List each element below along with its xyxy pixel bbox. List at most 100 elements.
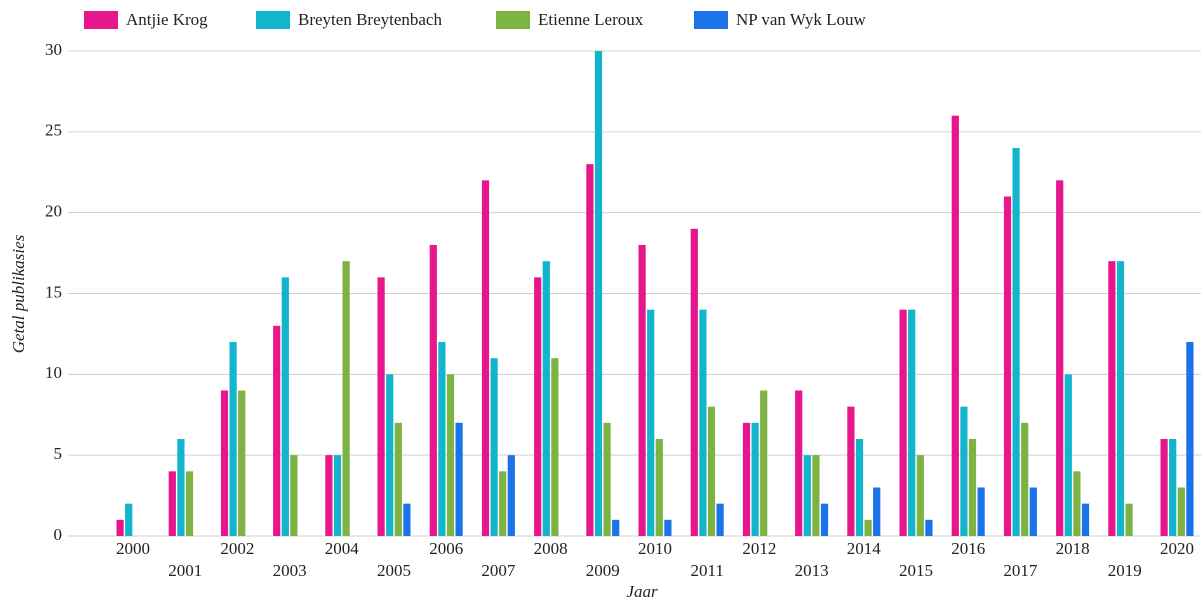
bar [960, 406, 968, 536]
bar [342, 261, 350, 536]
bar [716, 503, 724, 536]
legend-label: NP van Wyk Louw [736, 10, 866, 29]
x-tick-label: 2018 [1056, 539, 1090, 558]
bar [551, 358, 559, 536]
bar [1177, 487, 1185, 536]
bar [751, 422, 759, 536]
x-tick-label: 2006 [429, 539, 463, 558]
bar [534, 277, 542, 536]
x-tick-label: 2004 [325, 539, 360, 558]
bar [1003, 196, 1012, 536]
legend-label: Breyten Breytenbach [298, 10, 442, 29]
bar [116, 519, 124, 536]
bar [429, 245, 437, 536]
bar [916, 455, 924, 536]
x-tick-label: 2016 [951, 539, 985, 558]
bar [803, 455, 811, 536]
bar [594, 51, 603, 536]
bar [690, 228, 698, 537]
bar [847, 406, 855, 536]
x-tick-label: 2014 [847, 539, 882, 558]
bar [273, 325, 281, 536]
x-tick-label: 2013 [795, 561, 829, 580]
y-tick-label: 15 [45, 282, 62, 301]
bar [403, 503, 411, 536]
bar [908, 309, 916, 536]
x-tick-label: 2011 [691, 561, 724, 580]
bar [699, 309, 707, 536]
bar [168, 471, 176, 536]
y-tick-label: 30 [45, 40, 62, 59]
x-tick-label: 2015 [899, 561, 933, 580]
bar [820, 503, 829, 536]
bar [238, 390, 246, 536]
x-tick-label: 2002 [220, 539, 254, 558]
x-tick-label: 2019 [1108, 561, 1142, 580]
bar [386, 374, 394, 536]
legend-swatch [84, 11, 118, 29]
bar [229, 342, 237, 536]
bar [542, 261, 550, 536]
bar [438, 342, 446, 536]
bar [1064, 374, 1072, 536]
x-tick-label: 2012 [742, 539, 776, 558]
y-axis-label: Getal publikasies [9, 234, 28, 353]
bar [377, 277, 385, 536]
bar [507, 455, 515, 536]
bar [638, 245, 646, 536]
bar [394, 422, 402, 536]
bar [220, 390, 229, 536]
bar [707, 406, 716, 536]
x-tick-label: 2007 [481, 561, 516, 580]
bar [647, 309, 655, 536]
legend-label: Etienne Leroux [538, 10, 644, 29]
bar [864, 519, 872, 536]
legend-swatch [256, 11, 290, 29]
y-tick-label: 0 [54, 525, 63, 544]
y-tick-label: 25 [45, 121, 62, 140]
bar [325, 455, 333, 536]
x-tick-label: 2003 [273, 561, 307, 580]
x-tick-label: 2010 [638, 539, 672, 558]
bar [1056, 180, 1064, 537]
bar [490, 358, 498, 536]
y-tick-label: 10 [45, 363, 62, 382]
bar [742, 422, 751, 536]
bar [290, 455, 298, 536]
x-tick-label: 2000 [116, 539, 150, 558]
y-tick-label: 20 [45, 202, 62, 221]
legend-swatch [496, 11, 530, 29]
bar [1169, 439, 1177, 536]
bar [455, 422, 463, 536]
bar [125, 503, 133, 536]
bar [873, 487, 881, 536]
bar [1160, 439, 1168, 536]
bar [760, 390, 768, 536]
bar [925, 519, 933, 536]
bar [899, 309, 907, 536]
bar [177, 439, 185, 536]
y-tick-label: 5 [54, 444, 63, 463]
x-tick-label: 2017 [1003, 561, 1038, 580]
x-tick-label: 2001 [168, 561, 202, 580]
bar [1108, 261, 1116, 536]
bar [1073, 471, 1081, 536]
bar [1116, 261, 1125, 536]
bar [1029, 487, 1037, 536]
bar [977, 487, 985, 536]
bar [281, 277, 289, 536]
bar [603, 422, 611, 536]
bar [1125, 503, 1133, 536]
bar [586, 164, 594, 536]
bar [481, 180, 490, 537]
bar [1021, 422, 1029, 536]
x-tick-label: 2008 [534, 539, 568, 558]
bar [968, 439, 977, 536]
bar [855, 439, 864, 536]
bar [1081, 503, 1090, 536]
bar [499, 471, 507, 536]
legend-label: Antjie Krog [126, 10, 208, 29]
bar [1012, 148, 1020, 536]
bar [185, 471, 194, 536]
